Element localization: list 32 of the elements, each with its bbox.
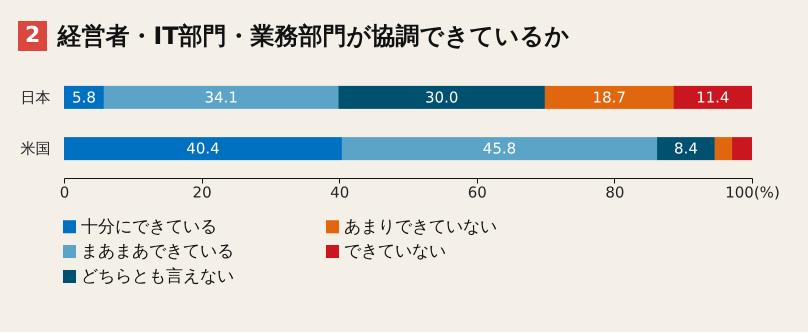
bar bbox=[714, 137, 732, 160]
chart-title: 経営者・IT部門・業務部門が協調できているか bbox=[57, 21, 570, 52]
x-tick-label: 100(%) bbox=[725, 184, 780, 202]
x-tick-label: 60 bbox=[468, 184, 487, 202]
bar bbox=[338, 86, 545, 109]
data-label: 5.8 bbox=[72, 88, 96, 106]
x-tick-label: 80 bbox=[605, 184, 624, 202]
bar bbox=[674, 86, 752, 109]
legend-label: どちらとも言えない bbox=[81, 266, 234, 286]
legend-label: まあまあできている bbox=[81, 242, 234, 262]
data-label: 30.0 bbox=[425, 88, 458, 106]
data-label: 45.8 bbox=[482, 140, 516, 158]
x-tick-label: 0 bbox=[60, 184, 70, 202]
bar bbox=[342, 137, 658, 160]
data-label: 8.4 bbox=[674, 140, 698, 158]
bar bbox=[732, 137, 752, 160]
text: 2 bbox=[18, 21, 48, 51]
bar bbox=[544, 86, 674, 109]
bar bbox=[104, 86, 339, 109]
bar bbox=[64, 137, 342, 160]
legend-label: 十分にできている bbox=[81, 216, 217, 237]
data-label: 40.4 bbox=[186, 140, 220, 158]
bar bbox=[657, 137, 715, 160]
data-label: 18.7 bbox=[592, 88, 626, 106]
x-tick-label: 20 bbox=[192, 184, 212, 202]
legend-label: あまりできていない bbox=[344, 216, 497, 237]
y-tick-label: 日本 bbox=[20, 88, 50, 106]
x-tick-label: 40 bbox=[330, 184, 350, 202]
legend-label: できていない bbox=[344, 242, 446, 262]
y-tick-label: 米国 bbox=[20, 140, 50, 158]
data-label: 34.1 bbox=[204, 88, 238, 106]
data-label: 11.4 bbox=[696, 88, 730, 106]
